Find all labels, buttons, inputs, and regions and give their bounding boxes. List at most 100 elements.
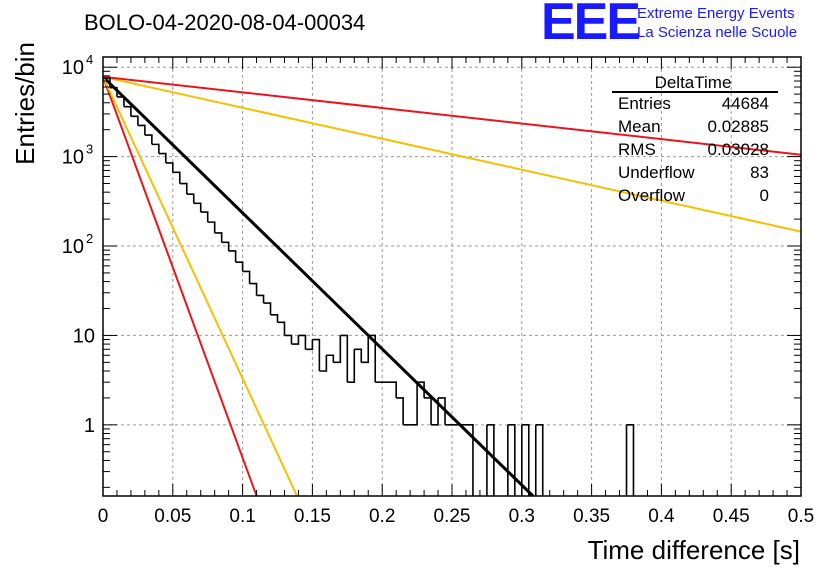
histogram-bin	[228, 250, 237, 263]
histogram-bin	[242, 270, 251, 284]
histogram-bin	[193, 202, 202, 213]
y-tick-exponent: 2	[86, 231, 93, 246]
histogram-bin	[305, 339, 314, 351]
histogram-bin	[438, 397, 446, 425]
stats-label: RMS	[618, 140, 656, 159]
logo-caption: Extreme Energy Events La Scienza nelle S…	[637, 4, 797, 42]
histogram-bin	[200, 211, 209, 223]
histogram-bin	[277, 321, 286, 336]
x-tick-label: 0.3	[509, 506, 535, 527]
histogram-bin	[625, 424, 628, 496]
y-tick-exponent: 3	[86, 142, 93, 157]
histogram-bin	[417, 381, 425, 398]
stats-value: 0	[760, 186, 769, 205]
eee-logo: EEE	[541, 0, 641, 51]
x-tick-label: 0.25	[434, 506, 471, 527]
y-tick-label: 10	[73, 325, 95, 347]
stats-label: Overflow	[618, 186, 686, 205]
histogram-bin	[137, 124, 146, 136]
histogram-bin	[172, 171, 181, 184]
histogram-bin	[130, 115, 139, 126]
plot-title: BOLO-04-2020-08-04-00034	[84, 10, 366, 35]
histogram-bin	[507, 424, 509, 496]
histogram-bin	[158, 152, 167, 163]
histogram-bin	[165, 162, 174, 173]
histogram-bin	[410, 382, 418, 426]
histogram-bin	[486, 424, 488, 496]
histogram-bin	[151, 143, 160, 154]
x-axis-label: Time difference [s]	[588, 535, 800, 565]
y-tick-label: 1	[84, 415, 95, 437]
histogram-bin	[319, 355, 328, 372]
y-tick-label: 10	[62, 236, 84, 258]
histogram-bin	[186, 193, 195, 204]
histogram-bin	[256, 294, 265, 304]
histogram-bin	[347, 349, 356, 383]
histogram-bin	[109, 86, 118, 97]
logo-caption-line2: La Scienza nelle Scuole	[637, 24, 798, 41]
histogram-bin	[103, 77, 111, 88]
x-tick-label: 0.05	[154, 506, 191, 527]
y-tick-label: 10	[62, 147, 84, 169]
histogram-bin	[326, 354, 335, 363]
histogram-bin	[534, 424, 537, 496]
series-layer	[103, 75, 801, 496]
y-axis-label: Entries/bin	[10, 42, 40, 165]
histogram-bin	[535, 424, 544, 496]
axis-ticks: 0 0.05 0.1 0.15 0.2 0.25 0.3 0.35 0.4 0.45 0.5 1 10 1…	[62, 52, 814, 527]
x-tick-label: 0	[98, 506, 109, 527]
histogram-layer	[103, 77, 635, 496]
x-tick-label: 0.35	[573, 506, 610, 527]
stats-label: Entries	[618, 94, 671, 113]
histogram-bin	[291, 335, 300, 345]
histogram-bin	[424, 397, 432, 425]
histogram-bin	[249, 282, 258, 296]
grid	[103, 57, 801, 496]
stats-value: 44684	[722, 94, 769, 113]
histogram-bin	[361, 335, 370, 364]
stats-value: 0.03028	[708, 140, 769, 159]
stats-box: DeltaTime Entries 44684 Mean 0.02885 RMS 0.03…	[612, 73, 778, 205]
stats-value: 0.02885	[708, 117, 769, 136]
histogram-bin	[389, 381, 397, 398]
histogram-bin	[179, 182, 188, 195]
series-line-orange-steep	[103, 76, 298, 496]
histogram-bin	[214, 232, 223, 243]
histogram-bin	[333, 335, 342, 364]
x-tick-label: 0.4	[648, 506, 675, 527]
histogram-bin	[626, 424, 635, 496]
histogram-bin	[507, 424, 516, 496]
histogram-bin	[312, 338, 321, 372]
histogram-bin	[284, 334, 293, 345]
stats-label: Underflow	[618, 163, 695, 182]
histogram-bin	[235, 261, 244, 272]
histogram-bin	[486, 424, 495, 496]
y-tick-exponent: 4	[86, 52, 93, 67]
histogram-bin	[354, 348, 363, 363]
x-tick-label: 0.1	[229, 506, 255, 527]
x-tick-label: 0.15	[294, 506, 331, 527]
stats-value: 83	[750, 163, 769, 182]
histogram-bin	[144, 134, 153, 145]
logo-caption-line1: Extreme Energy Events	[637, 5, 795, 22]
series-line-orange-shallow	[103, 75, 801, 233]
series-line-red-shallow	[103, 75, 801, 156]
histogram-bin	[207, 221, 216, 233]
histogram-bin	[521, 424, 523, 496]
series-line-red-steep	[103, 76, 258, 496]
y-tick-label: 10	[62, 57, 84, 79]
histogram-bin	[270, 314, 279, 323]
histogram-bin	[340, 334, 349, 383]
histogram-bin	[221, 241, 230, 251]
histogram-bin	[431, 397, 439, 426]
histogram-bin	[465, 424, 474, 496]
series-line-fit	[103, 75, 535, 496]
histogram-bin	[263, 302, 272, 315]
stats-title: DeltaTime	[655, 73, 732, 92]
stats-label: Mean	[618, 117, 661, 136]
x-tick-label: 0.2	[369, 506, 395, 527]
histogram-bin	[368, 334, 377, 383]
histogram-bin	[123, 105, 132, 117]
x-tick-label: 0.45	[713, 506, 750, 527]
